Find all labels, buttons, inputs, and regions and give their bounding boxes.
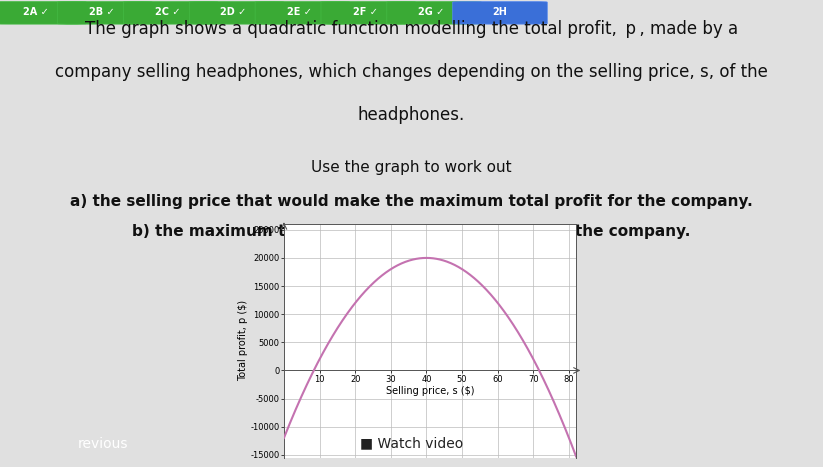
Text: b) the maximum total profit that could be made by the company.: b) the maximum total profit that could b… bbox=[133, 224, 690, 239]
Text: company selling headphones, which changes depending on the selling price, ​s​, o: company selling headphones, which change… bbox=[55, 63, 768, 81]
FancyBboxPatch shape bbox=[453, 1, 547, 24]
Text: headphones.: headphones. bbox=[358, 106, 465, 124]
FancyBboxPatch shape bbox=[387, 1, 481, 24]
Text: 2D ✓: 2D ✓ bbox=[221, 7, 247, 17]
Text: a) the selling price that would make the maximum total profit for the company.: a) the selling price that would make the… bbox=[70, 194, 753, 209]
Text: revious: revious bbox=[77, 437, 128, 451]
X-axis label: Selling price, s ($): Selling price, s ($) bbox=[386, 386, 474, 396]
FancyBboxPatch shape bbox=[321, 1, 416, 24]
Text: 2G ✓: 2G ✓ bbox=[418, 7, 444, 17]
Text: 2B ✓: 2B ✓ bbox=[89, 7, 114, 17]
Text: The graph shows a quadratic function modelling the total profit,  ​p​ , made by : The graph shows a quadratic function mod… bbox=[85, 20, 738, 38]
Text: 2H: 2H bbox=[492, 7, 508, 17]
FancyBboxPatch shape bbox=[0, 1, 86, 24]
FancyBboxPatch shape bbox=[255, 1, 350, 24]
Text: 2A ✓: 2A ✓ bbox=[23, 7, 49, 17]
Text: 2E ✓: 2E ✓ bbox=[287, 7, 312, 17]
Text: ■ Watch video: ■ Watch video bbox=[360, 437, 463, 451]
Text: 2C ✓: 2C ✓ bbox=[155, 7, 180, 17]
FancyBboxPatch shape bbox=[189, 1, 284, 24]
Text: 2F ✓: 2F ✓ bbox=[353, 7, 378, 17]
Y-axis label: Total profit, p ($): Total profit, p ($) bbox=[238, 300, 248, 382]
FancyBboxPatch shape bbox=[58, 1, 152, 24]
Text: Use the graph to work out: Use the graph to work out bbox=[311, 160, 512, 175]
FancyBboxPatch shape bbox=[123, 1, 218, 24]
